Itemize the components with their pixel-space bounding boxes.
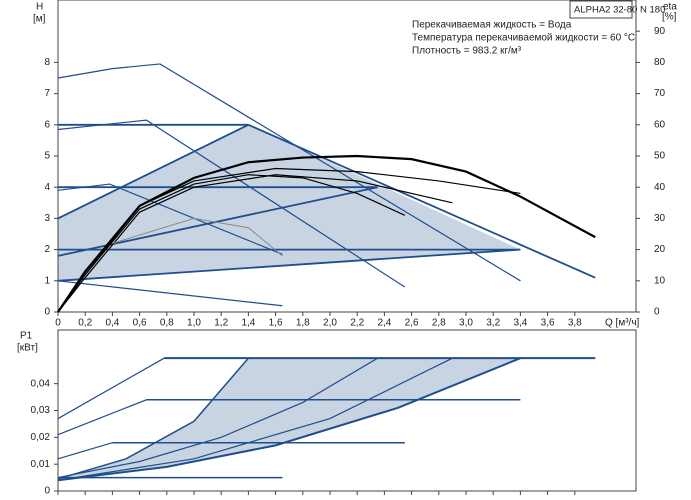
x-tick-label: 3,4 bbox=[513, 318, 527, 329]
y-tick-label: 3 bbox=[44, 213, 50, 224]
y2-axis-label: eta bbox=[663, 2, 677, 13]
y-axis-unit: [м] bbox=[33, 14, 46, 25]
curve bbox=[57, 280, 283, 307]
y-tick-label: 0,03 bbox=[31, 405, 51, 416]
x-tick-label: 2,6 bbox=[405, 318, 419, 329]
operating-area bbox=[58, 124, 521, 281]
curve bbox=[57, 357, 378, 479]
curve bbox=[57, 357, 165, 420]
y2-tick-label: 50 bbox=[654, 151, 666, 162]
y2-tick-label: 20 bbox=[654, 244, 666, 255]
y-axis-unit: [кВт] bbox=[17, 343, 38, 354]
y-tick-label: 4 bbox=[44, 182, 50, 193]
operating-area bbox=[58, 358, 521, 481]
y-tick-label: 0,01 bbox=[31, 459, 51, 470]
curve bbox=[112, 217, 283, 257]
curve bbox=[57, 167, 521, 313]
y-tick-label: 0,04 bbox=[31, 378, 51, 389]
x-tick-label: 0 bbox=[55, 318, 61, 329]
x-tick-label: 3,0 bbox=[459, 318, 473, 329]
y2-tick-label: 80 bbox=[654, 57, 666, 68]
x-tick-label: 0,2 bbox=[78, 318, 92, 329]
curve bbox=[57, 123, 249, 220]
y2-tick-label: 70 bbox=[654, 88, 666, 99]
x-tick-label: 1,8 bbox=[296, 318, 310, 329]
x-tick-label: 1,4 bbox=[241, 318, 255, 329]
y-tick-label: 7 bbox=[44, 88, 50, 99]
annotation: Температура перекачиваемой жидкости = 60… bbox=[412, 33, 635, 44]
annotation: Плотность = 983.2 кг/м³ bbox=[412, 46, 522, 57]
chart-title: ALPHA2 32-80 N 180 bbox=[574, 5, 665, 16]
curve bbox=[248, 123, 596, 279]
y-tick-label: 6 bbox=[44, 119, 50, 130]
y2-tick-label: 40 bbox=[654, 182, 666, 193]
x-tick-label: 1,6 bbox=[269, 318, 283, 329]
y-tick-label: 1 bbox=[44, 275, 50, 286]
x-tick-label: 0,8 bbox=[160, 318, 174, 329]
y2-axis-unit: [%] bbox=[662, 12, 677, 23]
x-tick-label: 2,2 bbox=[350, 318, 364, 329]
x-tick-label: 3,6 bbox=[541, 318, 555, 329]
y2-tick-label: 60 bbox=[654, 119, 666, 130]
y-tick-label: 0,02 bbox=[31, 432, 51, 443]
x-tick-label: 3,8 bbox=[568, 318, 582, 329]
curve bbox=[57, 357, 249, 480]
x-tick-label: 1,0 bbox=[187, 318, 201, 329]
curve bbox=[57, 357, 521, 482]
y-tick-label: 5 bbox=[44, 151, 50, 162]
x-tick-label: 2,4 bbox=[377, 318, 391, 329]
curve bbox=[57, 174, 453, 313]
curve bbox=[57, 248, 521, 282]
y-axis-label: P1 bbox=[20, 331, 33, 342]
title-box bbox=[569, 0, 633, 19]
y2-tick-label: 10 bbox=[654, 275, 666, 286]
y-tick-label: 0 bbox=[44, 307, 50, 318]
curve bbox=[57, 357, 453, 481]
y-tick-label: 8 bbox=[44, 57, 50, 68]
curve bbox=[57, 63, 521, 282]
curve bbox=[57, 119, 406, 288]
y-axis-label: H bbox=[36, 2, 43, 13]
curve bbox=[57, 399, 147, 436]
x-axis-label: Q [м³/ч] bbox=[605, 318, 640, 329]
x-tick-label: 2,0 bbox=[323, 318, 337, 329]
y2-tick-label: 0 bbox=[654, 307, 660, 318]
x-tick-label: 0,6 bbox=[133, 318, 147, 329]
annotation: Перекачиваемая жидкость = Вода bbox=[412, 20, 572, 31]
x-tick-label: 1,2 bbox=[214, 318, 228, 329]
x-tick-label: 0,4 bbox=[105, 318, 119, 329]
y-tick-label: 2 bbox=[44, 244, 50, 255]
curve bbox=[57, 183, 283, 255]
curve bbox=[57, 186, 378, 257]
y2-tick-label: 30 bbox=[654, 213, 666, 224]
curve bbox=[57, 442, 113, 460]
x-tick-label: 2,8 bbox=[432, 318, 446, 329]
y2-tick-label: 90 bbox=[654, 26, 666, 37]
curve bbox=[57, 154, 596, 313]
x-tick-label: 3,2 bbox=[486, 318, 500, 329]
y-tick-label: 0 bbox=[44, 486, 50, 497]
